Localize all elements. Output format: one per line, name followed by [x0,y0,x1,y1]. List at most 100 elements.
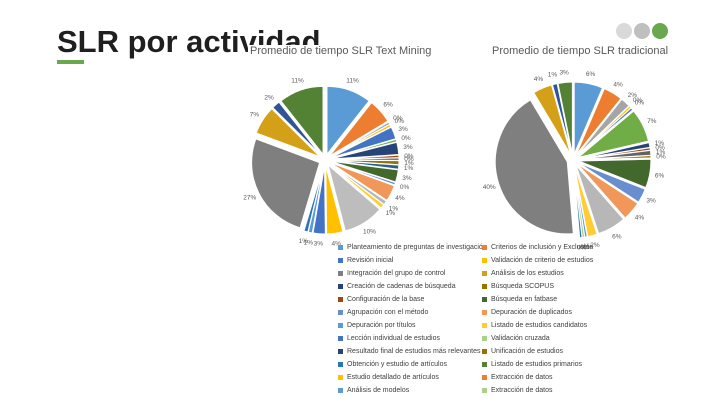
legend-label: Revisión inicial [347,257,394,264]
pie-slice [325,165,344,235]
pie-slice [330,126,397,159]
legend-swatch [482,374,487,380]
legend-item: Integración del grupo de control [338,270,445,277]
legend-label: Agrupación con el método [347,309,429,316]
slice-data-label: 3% [314,241,324,248]
legend-item: Estudio detallado de artículos [338,374,439,381]
slice-data-label: 1% [656,149,666,156]
slice-data-label: 1% [404,165,414,172]
pie-slice [326,85,370,156]
legend-label: Búsqueda en fatbase [491,296,558,303]
legend-swatch [482,309,487,315]
legend-item: Criterios de inclusión y Exclusión [482,244,593,251]
legend-swatch [482,244,487,250]
legend-swatch [338,283,343,289]
pie-slice [578,154,652,161]
legend-item: Análisis de los estudios [482,270,564,277]
legend-label: Planteamiento de preguntas de investigac… [347,244,487,251]
pie-slice [578,158,652,189]
slice-data-label: 6% [383,102,393,109]
legend-item: Análisis de modelos [338,387,409,394]
slice-data-label: 11% [346,78,359,85]
pie-slice [578,110,650,158]
pie-slice [330,160,399,183]
pie-slice [573,81,604,155]
slice-data-label: 2% [264,94,274,101]
legend-label: Extracción de datos [491,387,553,394]
slice-data-label: 2% [628,92,638,99]
legend-label: Configuración de la base [347,296,425,303]
legend-item: Revisión inicial [338,257,393,264]
legend-swatch [338,374,343,380]
legend-item: Búsqueda SCOPUS [482,283,554,290]
slice-data-label: 1% [304,239,314,246]
legend-label: Resultado final de estudios más relevant… [347,348,481,355]
slice-data-label: 0% [656,153,666,160]
title-accent-bar [57,60,84,64]
legend-label: Búsqueda SCOPUS [491,283,555,290]
slice-data-label: 0% [393,115,403,122]
legend-label: Unificación de estudios [491,348,563,355]
legend-item: Planteamiento de preguntas de investigac… [338,244,487,251]
legend-swatch [482,257,487,263]
legend-swatch [338,257,343,263]
slice-data-label: 0% [655,144,665,151]
pie-slice [577,107,634,157]
slice-data-label: 3% [646,198,656,205]
pie-slice [330,160,400,170]
legend-swatch [338,335,343,341]
slice-data-label: 6% [612,233,622,240]
legend-swatch [482,296,487,302]
slice-data-label: 1% [404,160,414,167]
legend-label: Criterios de inclusión y Exclusión [491,244,594,251]
slice-data-label: 0% [400,184,410,191]
slice-data-label: 1% [299,238,309,245]
slice-data-label: 0% [577,245,587,252]
legend-item: Depuración por títulos [338,322,415,329]
legend-item: Búsqueda en fatbase [482,296,557,303]
legend-item: Listado de estudios primarios [482,361,582,368]
legend-item: Configuración de la base [338,296,424,303]
legend-label: Integración del grupo de control [347,270,446,277]
legend-label: Listado de estudios primarios [491,361,583,368]
pie-slice [551,83,573,155]
slice-data-label: 27% [243,194,256,201]
slice-data-label: 40% [483,184,496,191]
slice-data-label: 2% [590,242,600,249]
legend-label: Depuración de duplicados [491,309,572,316]
legend-swatch [482,387,487,393]
slice-data-label: 3% [398,126,408,133]
nav-dot-1[interactable] [616,23,632,39]
pie-slice [330,161,397,186]
legend-swatch [338,387,343,393]
legend-swatch [482,335,487,341]
pie-slice [312,165,326,235]
legend-swatch [338,244,343,250]
slice-data-label: 3% [403,144,413,151]
legend-swatch [482,348,487,354]
slice-data-label: 1% [548,71,558,78]
legend-item: Extracción de datos [482,387,552,394]
legend-item: Agrupación con el método [338,309,428,316]
pie-slice [575,164,625,235]
slice-data-label: 0% [404,156,414,163]
slice-data-label: 1% [389,206,399,213]
legend-swatch [338,270,343,276]
legend-swatch [338,348,343,354]
pie-slice [255,108,321,158]
legend-swatch [338,309,343,315]
nav-dot-3[interactable] [652,23,668,39]
legend-label: Análisis de los estudios [491,270,564,277]
legend-label: Análisis de modelos [347,387,410,394]
slice-data-label: 0% [583,244,593,251]
legend-swatch [338,296,343,302]
slice-data-label: 4% [635,215,645,222]
nav-dot-2[interactable] [634,23,650,39]
slice-data-label: 11% [291,78,304,85]
pie-slice [327,163,381,232]
chart-title-text-mining: Promedio de tiempo SLR Text Mining [248,45,434,57]
legend-label: Validación de criterio de estudios [491,257,594,264]
legend-swatch [482,322,487,328]
pie-slice [573,165,583,239]
slice-data-label: 0% [580,244,590,251]
